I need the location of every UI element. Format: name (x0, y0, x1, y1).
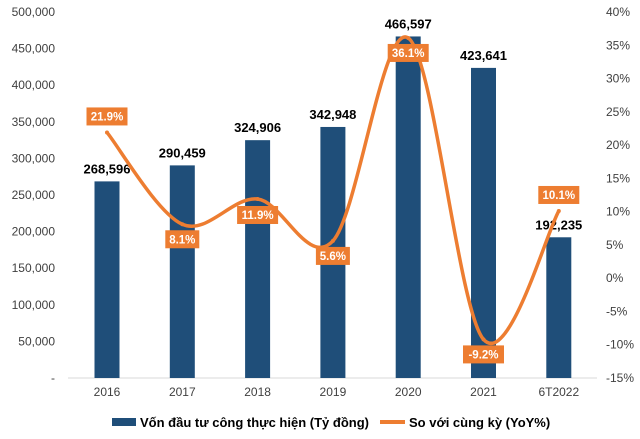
left-tick-label: 300,000 (12, 151, 56, 165)
legend-label-line: So với cùng kỳ (YoY%) (409, 415, 550, 430)
right-tick-label: -15% (606, 371, 634, 385)
bar (245, 140, 271, 378)
x-axis: 2016 2017 2018 2019 2020 2021 6T2022 (94, 385, 580, 399)
right-axis: -15% -10% -5% 0% 5% 10% 15% 20% 25% 30% 35% 40% (606, 5, 634, 385)
line-point (330, 238, 335, 243)
line-data-label: 5.6% (320, 251, 346, 263)
x-tick-label: 2020 (395, 385, 422, 399)
x-tick-label: 2017 (169, 385, 196, 399)
left-tick-label: - (51, 371, 55, 385)
line-label-box (387, 43, 429, 62)
bar-data-label: 324,906 (234, 120, 281, 135)
line-label-box (538, 185, 580, 204)
left-tick-label: 100,000 (12, 298, 56, 312)
x-tick-label: 2019 (320, 385, 347, 399)
right-tick-label: 15% (606, 171, 630, 185)
line-point (556, 208, 561, 213)
legend: Vốn đầu tư công thực hiện (Tỷ đồng) So v… (112, 415, 550, 430)
bar (546, 237, 572, 378)
line-point (481, 337, 486, 342)
bar-series: 268,596 290,459 324,906 342,948 466,597 423,6… (84, 16, 582, 379)
left-tick-label: 50,000 (18, 334, 55, 348)
right-tick-label: -10% (606, 338, 634, 352)
line-point (255, 196, 260, 201)
line-data-label: 21.9% (91, 111, 124, 123)
line-point (180, 222, 185, 227)
right-tick-label: 10% (606, 205, 630, 219)
right-tick-label: 0% (606, 271, 624, 285)
bar (169, 165, 195, 378)
bar-data-label: 466,597 (385, 16, 432, 31)
bar-data-label: 342,948 (309, 107, 356, 122)
bar-data-label: 268,596 (84, 161, 131, 176)
line-label-box (463, 345, 504, 364)
left-tick-label: 200,000 (12, 225, 56, 239)
bar (94, 181, 120, 378)
left-tick-label: 450,000 (12, 42, 56, 56)
right-tick-label: 5% (606, 238, 624, 252)
line-series: 21.9% 8.1% 11.9% 5.6% 36.1% -9.2% 10.1% (86, 35, 580, 364)
right-tick-label: 40% (606, 5, 630, 19)
left-tick-label: 250,000 (12, 188, 56, 202)
right-tick-label: 30% (606, 72, 630, 86)
legend-swatch-bar (112, 418, 136, 426)
bar (471, 67, 496, 379)
right-tick-label: 20% (606, 138, 630, 152)
line-data-label: 11.9% (242, 210, 274, 222)
right-tick-label: -5% (606, 304, 628, 318)
line-label-box (315, 246, 350, 265)
line-label-box (86, 107, 128, 126)
line-point (406, 35, 411, 40)
line-data-label: 10.1% (542, 190, 575, 202)
line-data-label: -9.2% (468, 349, 498, 361)
right-tick-label: 35% (606, 38, 630, 52)
bar-data-label: 423,641 (460, 48, 507, 63)
bar-data-label: 192,235 (535, 217, 582, 232)
right-tick-label: 25% (606, 105, 630, 119)
bar (395, 36, 421, 379)
x-tick-label: 6T2022 (538, 385, 579, 399)
line-data-label: 8.1% (169, 234, 195, 246)
legend-label-bar: Vốn đầu tư công thực hiện (Tỷ đồng) (140, 415, 369, 430)
line-label-box (165, 230, 200, 249)
line-data-label: 36.1% (392, 48, 425, 60)
x-tick-label: 2018 (244, 385, 271, 399)
left-tick-label: 150,000 (12, 261, 56, 275)
line-point (105, 130, 109, 135)
left-axis: - 50,000 100,000 150,000 200,000 250,000 300,0… (12, 5, 56, 385)
left-tick-label: 500,000 (12, 5, 56, 19)
line-label-box (237, 205, 279, 224)
bar-data-label: 290,459 (159, 145, 206, 160)
left-tick-label: 350,000 (12, 115, 56, 129)
x-tick-label: 2021 (470, 385, 497, 399)
x-tick-label: 2016 (94, 385, 121, 399)
left-tick-label: 400,000 (12, 78, 56, 92)
